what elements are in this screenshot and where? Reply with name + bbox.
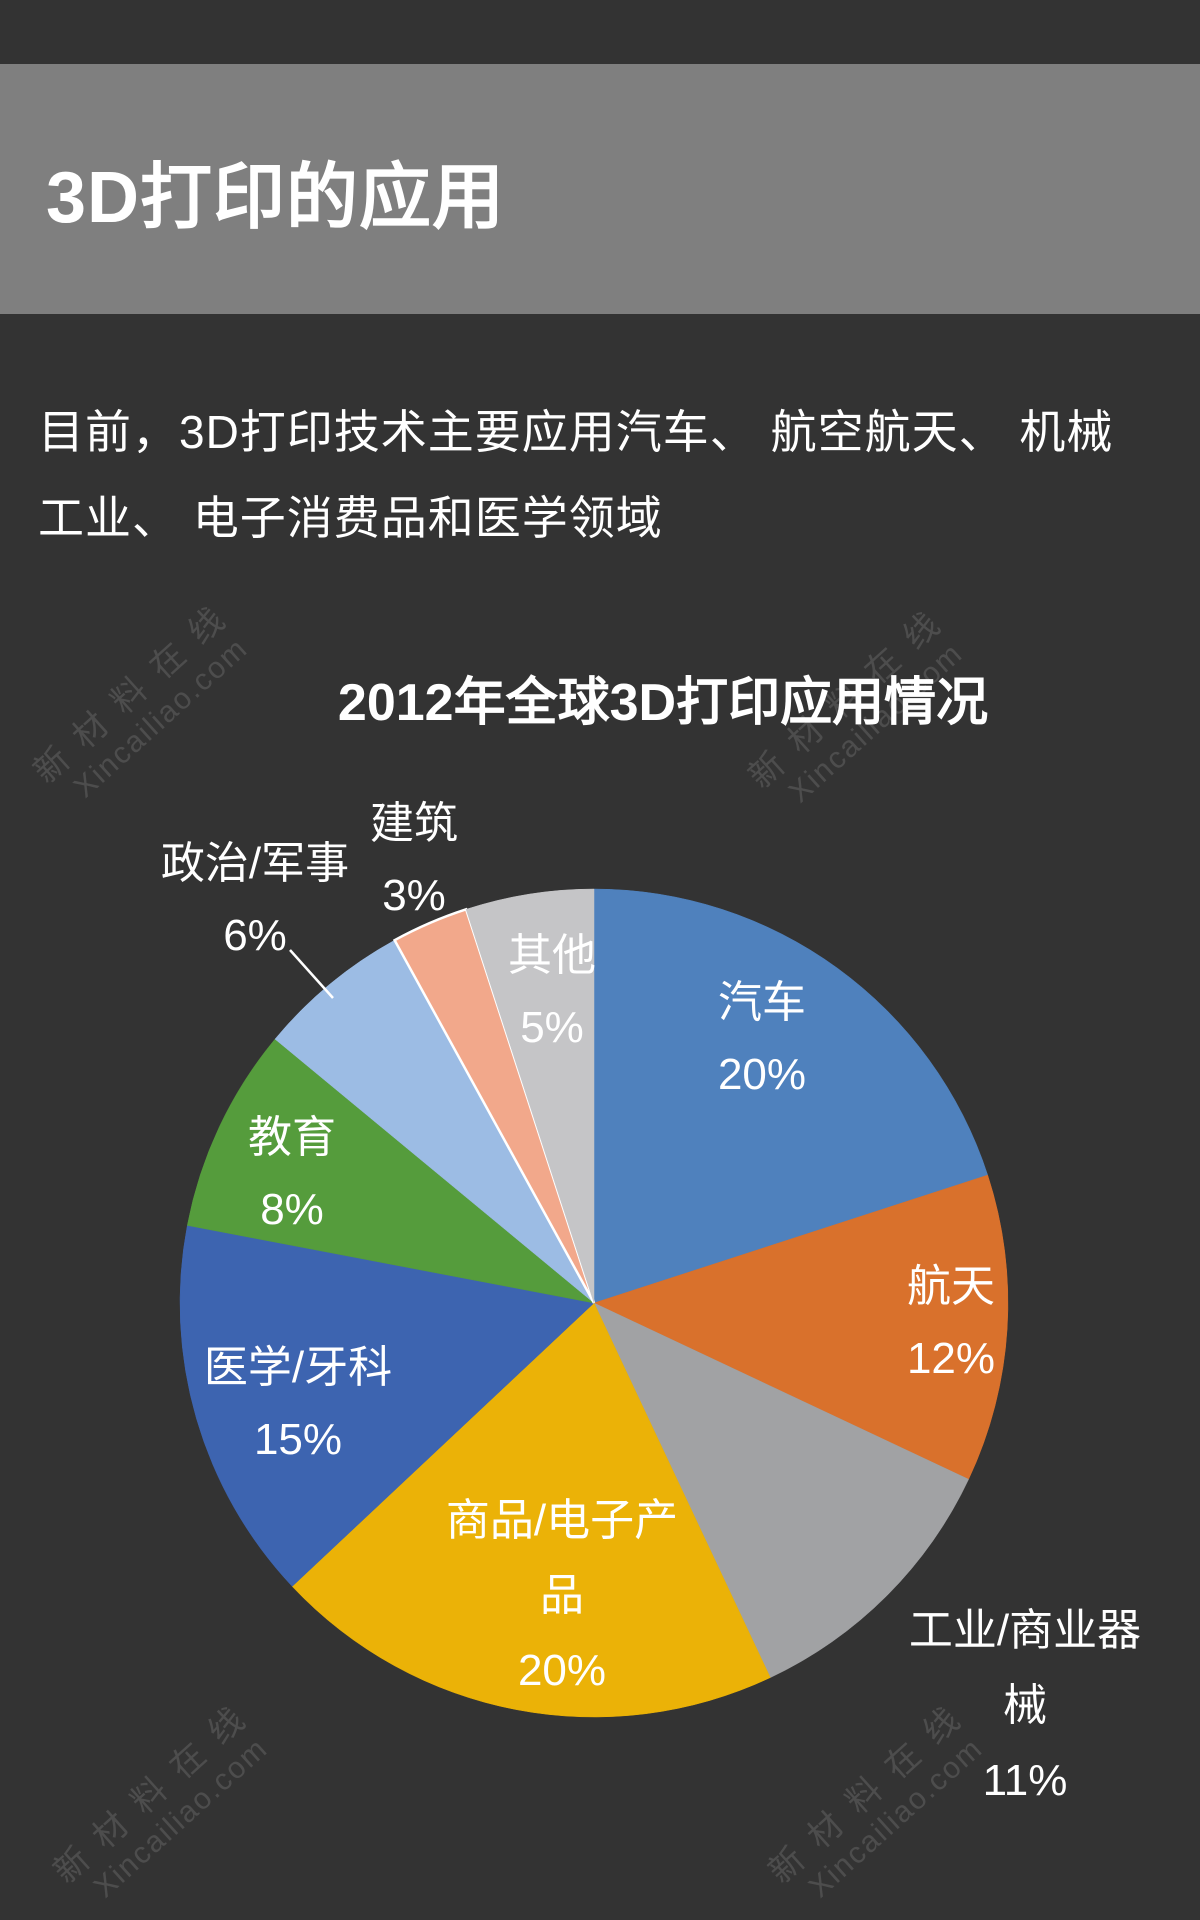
slice-name: 航天 (906, 1262, 995, 1311)
pie-slice (593, 1174, 1009, 1480)
slice-name: 商品/电子产品 (445, 1496, 679, 1620)
slice-pct: 15% (253, 1415, 343, 1464)
slice-name: 医学/牙科 (203, 1343, 393, 1392)
leader-line-politics-military (289, 949, 334, 999)
slice-label-politics-military: 政治/军事 6% (161, 828, 349, 972)
slice-pct: 20% (717, 1050, 807, 1099)
pie-slice (465, 888, 595, 1304)
pie-slice (593, 888, 989, 1304)
chart-title: 2012年全球3D打印应用情况 (337, 674, 989, 732)
slice-name: 汽车 (717, 978, 806, 1027)
intro-text-line2: 工业、 电子消费品和医学领域 (38, 492, 663, 544)
slice-label-consumer-products: 商品/电子产品 20% (434, 1483, 690, 1708)
slice-name: 教育 (248, 1113, 336, 1162)
slice-label-construction: 建筑 3% (370, 788, 458, 932)
pie-slice (291, 1302, 771, 1718)
slice-label-auto: 汽车 20% (718, 967, 806, 1111)
header-band (0, 64, 1200, 314)
slice-name: 政治/军事 (160, 839, 350, 888)
slice-pct: 5% (520, 1003, 584, 1052)
slice-label-aerospace: 航天 12% (907, 1251, 995, 1395)
pie-slice (179, 1225, 595, 1587)
slice-pct: 11% (982, 1756, 1068, 1805)
slice-name: 其他 (508, 931, 596, 980)
slice-label-other: 其他 5% (508, 920, 596, 1064)
pie-slice (593, 1302, 969, 1678)
slice-pct: 6% (223, 911, 287, 960)
pie-slice (187, 1038, 595, 1304)
slice-name: 建筑 (370, 799, 458, 848)
slice-pct: 8% (260, 1185, 324, 1234)
slice-pct: 20% (517, 1646, 607, 1695)
slice-pct: 12% (906, 1334, 996, 1383)
pie-slice (274, 939, 595, 1304)
slice-pct: 3% (382, 871, 446, 920)
slice-label-medical-dental: 医学/牙科 15% (204, 1332, 392, 1476)
page-title: 3D打印的应用 (46, 158, 506, 238)
pie-slices (179, 888, 1009, 1718)
slice-label-industrial: 工业/商业器械 11% (897, 1593, 1153, 1818)
intro-text-line1: 目前，3D打印技术主要应用汽车、 航空航天、 机械 (38, 406, 1114, 458)
slice-name: 工业/商业器械 (908, 1606, 1142, 1730)
slice-label-education: 教育 8% (248, 1102, 336, 1246)
